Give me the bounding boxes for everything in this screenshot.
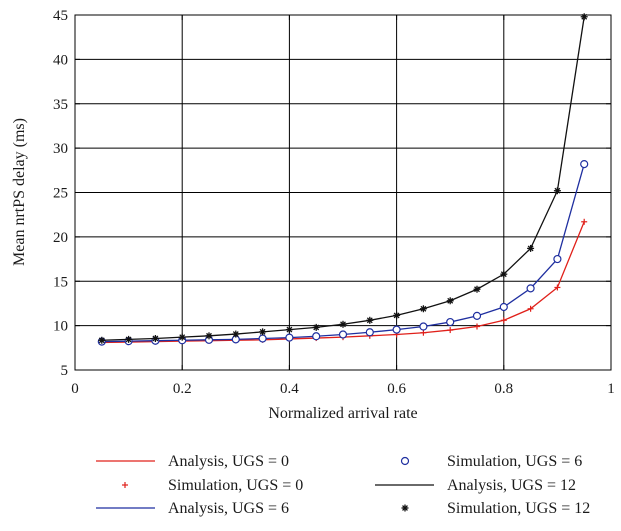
legend-swatch-simulation-ugs-6 bbox=[400, 456, 410, 466]
data-point-simulation-ugs-12 bbox=[312, 323, 320, 331]
legend-label-simulation-ugs-0: Simulation, UGS = 0 bbox=[168, 477, 303, 494]
star-marker-stroke bbox=[286, 326, 293, 333]
data-point-simulation-ugs-0 bbox=[420, 329, 427, 336]
data-point-simulation-ugs-12 bbox=[446, 297, 454, 305]
data-point-simulation-ugs-12 bbox=[205, 332, 213, 340]
star-marker-stroke bbox=[125, 336, 132, 343]
data-point-simulation-ugs-12 bbox=[580, 13, 588, 21]
star-marker-stroke bbox=[366, 317, 373, 324]
legend-label-analysis-ugs-0: Analysis, UGS = 0 bbox=[168, 453, 289, 470]
y-tick-label: 10 bbox=[53, 319, 68, 335]
y-tick-label: 45 bbox=[53, 8, 68, 24]
data-point-simulation-ugs-6 bbox=[392, 325, 401, 334]
data-point-simulation-ugs-6 bbox=[580, 160, 589, 169]
legend-swatch-simulation-ugs-0 bbox=[122, 482, 128, 488]
data-point-simulation-ugs-12 bbox=[98, 336, 106, 344]
y-tick-label: 35 bbox=[53, 97, 68, 113]
y-tick-label: 40 bbox=[53, 52, 68, 68]
star-marker-stroke bbox=[447, 297, 454, 304]
series-layer bbox=[97, 13, 589, 346]
data-point-simulation-ugs-12 bbox=[527, 244, 535, 252]
star-marker-stroke bbox=[500, 271, 507, 278]
legend-swatch-simulation-ugs-12 bbox=[401, 504, 409, 512]
data-point-simulation-ugs-6 bbox=[553, 254, 562, 264]
y-tick-label: 15 bbox=[53, 274, 68, 290]
data-point-simulation-ugs-12 bbox=[339, 320, 347, 328]
x-tick-label: 0.2 bbox=[173, 381, 192, 397]
x-tick-label: 0.8 bbox=[494, 381, 513, 397]
data-point-simulation-ugs-12 bbox=[553, 187, 561, 195]
data-point-simulation-ugs-0 bbox=[554, 284, 561, 291]
star-marker-stroke bbox=[527, 245, 534, 252]
star-marker-stroke bbox=[259, 328, 266, 335]
y-tick-label: 30 bbox=[53, 141, 68, 157]
data-point-simulation-ugs-12 bbox=[232, 330, 240, 338]
data-point-simulation-ugs-12 bbox=[178, 333, 186, 341]
star-marker-stroke bbox=[313, 324, 320, 331]
star-marker-stroke bbox=[474, 286, 480, 293]
series-line-analysis-ugs-12 bbox=[101, 16, 585, 341]
x-tick-label: 0 bbox=[71, 381, 79, 397]
data-point-simulation-ugs-12 bbox=[393, 311, 401, 319]
data-point-simulation-ugs-12 bbox=[285, 326, 293, 334]
star-marker-stroke bbox=[402, 505, 408, 511]
star-marker-stroke bbox=[232, 331, 239, 337]
legend-label-analysis-ugs-12: Analysis, UGS = 12 bbox=[447, 477, 576, 494]
data-point-simulation-ugs-6 bbox=[365, 328, 374, 337]
data-point-simulation-ugs-6 bbox=[472, 311, 482, 320]
data-point-simulation-ugs-0 bbox=[527, 305, 534, 312]
star-marker-stroke bbox=[393, 312, 400, 319]
star-marker-stroke bbox=[98, 337, 105, 344]
data-point-simulation-ugs-0 bbox=[474, 323, 480, 330]
star-marker-stroke bbox=[340, 321, 346, 328]
data-point-simulation-ugs-0 bbox=[581, 218, 588, 225]
data-point-simulation-ugs-12 bbox=[259, 328, 267, 336]
series-line-analysis-ugs-6 bbox=[101, 163, 585, 343]
legend: Analysis, UGS = 0 Simulation, UGS = 6 Simu… bbox=[96, 453, 590, 517]
star-marker-stroke bbox=[152, 335, 159, 342]
y-tick-label: 20 bbox=[53, 230, 68, 246]
x-tick-label: 1 bbox=[607, 381, 615, 397]
series-markers-simulation-ugs-6 bbox=[97, 160, 589, 346]
data-point-simulation-ugs-6 bbox=[285, 333, 294, 342]
data-point-simulation-ugs-6 bbox=[338, 330, 348, 339]
data-point-simulation-ugs-12 bbox=[151, 334, 159, 342]
data-point-simulation-ugs-12 bbox=[419, 305, 427, 313]
grid-lines bbox=[75, 15, 611, 370]
y-axis-title: Mean nrtPS delay (ms) bbox=[11, 118, 28, 266]
data-point-simulation-ugs-6 bbox=[312, 332, 321, 341]
legend-label-simulation-ugs-6: Simulation, UGS = 6 bbox=[447, 453, 582, 470]
data-point-simulation-ugs-6 bbox=[446, 317, 455, 327]
series-markers-simulation-ugs-12 bbox=[98, 13, 588, 344]
data-point-simulation-ugs-6 bbox=[419, 322, 428, 331]
data-point-simulation-ugs-12 bbox=[473, 285, 481, 293]
data-point-simulation-ugs-6 bbox=[258, 334, 267, 343]
data-point-simulation-ugs-12 bbox=[125, 335, 133, 343]
legend-label-analysis-ugs-6: Analysis, UGS = 6 bbox=[168, 500, 289, 517]
star-marker-stroke bbox=[581, 13, 588, 20]
star-marker-stroke bbox=[554, 187, 561, 194]
legend-label-simulation-ugs-12: Simulation, UGS = 12 bbox=[447, 500, 590, 517]
data-point-simulation-ugs-6 bbox=[526, 284, 535, 293]
data-point-simulation-ugs-6 bbox=[499, 302, 508, 312]
y-tick-label: 5 bbox=[61, 363, 69, 379]
data-point-simulation-ugs-0 bbox=[447, 327, 454, 334]
star-marker-stroke bbox=[420, 305, 427, 312]
data-point-simulation-ugs-12 bbox=[500, 270, 508, 278]
x-tick-label: 0.4 bbox=[280, 381, 299, 397]
y-tick-label: 25 bbox=[53, 186, 68, 202]
star-marker-stroke bbox=[179, 334, 186, 341]
x-axis-title: Normalized arrival rate bbox=[268, 405, 417, 422]
star-marker-stroke bbox=[206, 332, 212, 339]
data-point-simulation-ugs-0 bbox=[500, 317, 507, 324]
data-point-simulation-ugs-12 bbox=[366, 316, 374, 324]
x-tick-label: 0.6 bbox=[387, 381, 406, 397]
